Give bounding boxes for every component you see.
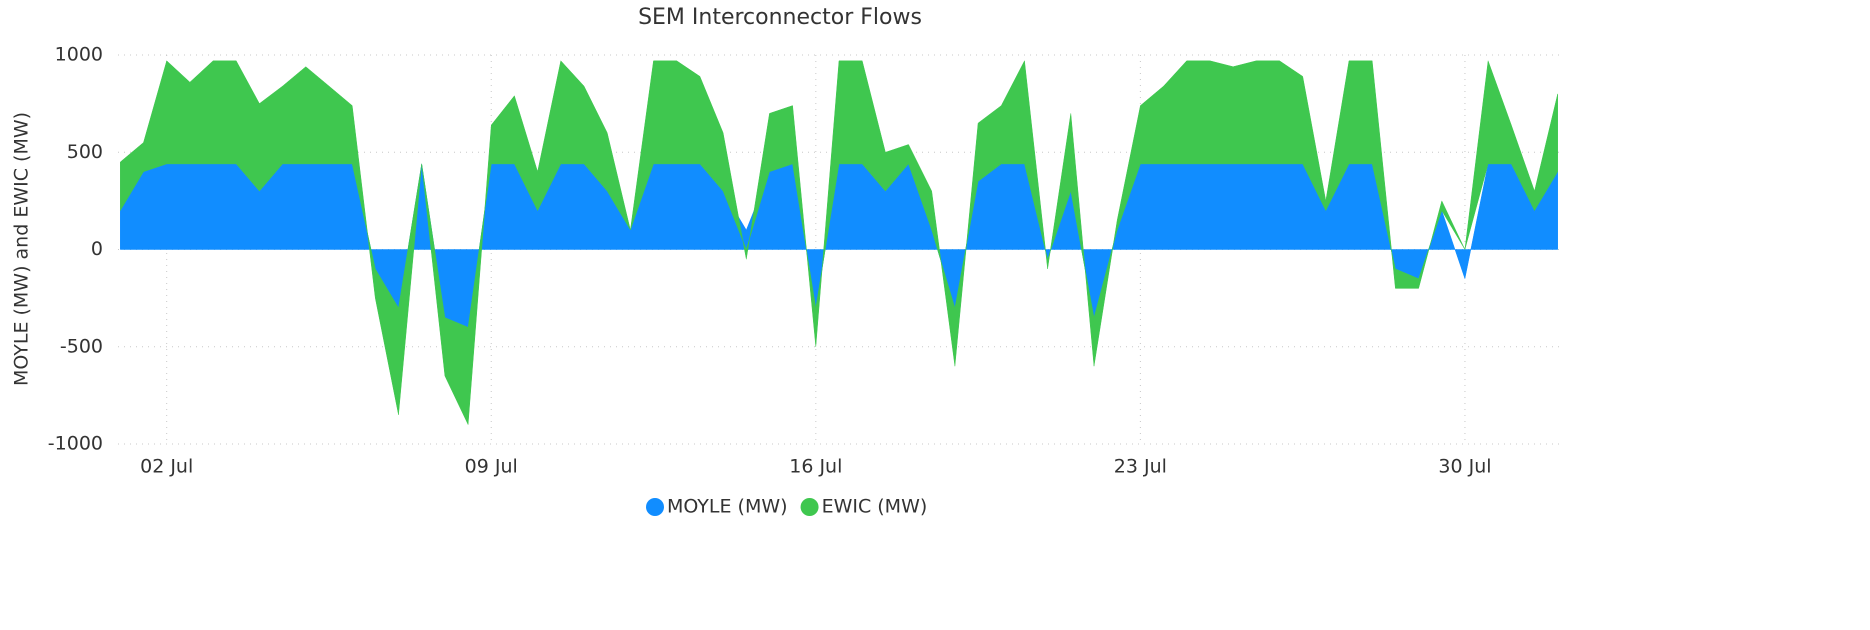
x-tick-label: 02 Jul <box>140 456 193 478</box>
area <box>120 163 1558 328</box>
legend-marker <box>646 498 664 516</box>
y-tick-label: -500 <box>60 335 103 357</box>
x-tick-label: 16 Jul <box>789 456 842 478</box>
legend-marker <box>800 498 819 516</box>
x-tick-label: 30 Jul <box>1438 456 1491 478</box>
chart-title: SEM Interconnector Flows <box>638 5 922 30</box>
y-axis-label: MOYLE (MW) and EWIC (MW) <box>11 112 33 386</box>
legend-label: EWIC (MW) <box>822 496 928 518</box>
legend-label: MOYLE (MW) <box>667 496 788 518</box>
x-tick-label: 23 Jul <box>1114 456 1167 478</box>
y-tick-label: 500 <box>67 141 103 163</box>
y-tick-label: -1000 <box>48 433 103 455</box>
area <box>120 59 1558 426</box>
y-tick-label: 1000 <box>55 44 103 66</box>
x-tick-label: 09 Jul <box>465 456 518 478</box>
y-tick-label: 0 <box>91 238 103 260</box>
